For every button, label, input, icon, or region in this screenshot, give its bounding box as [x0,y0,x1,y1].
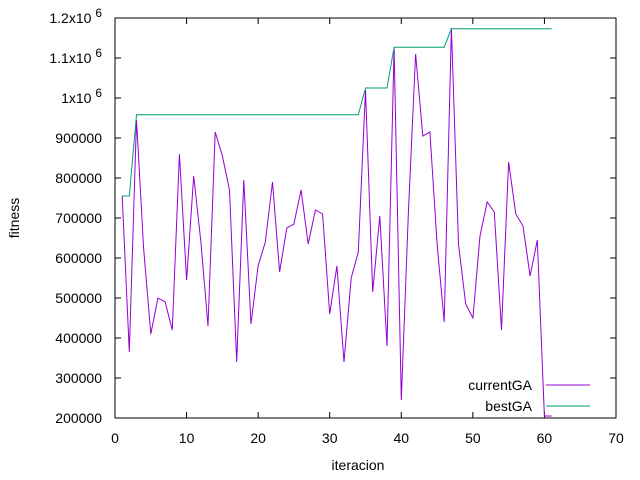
x-tick-label: 20 [250,430,266,446]
series-layer [121,27,552,417]
y-axis: 200000 300000 400000 500000 600000 700000 8000… [49,6,616,426]
y-tick-label: 1x10 6 [61,86,102,106]
y-tick-label: 1.2x10 6 [49,6,102,26]
y-tick-exponent: 6 [95,86,102,100]
y-tick-label: 700000 [55,210,102,226]
x-tick-label: 70 [608,430,624,446]
y-tick-label: 1.1x10 6 [49,46,102,66]
plot-border [114,17,617,419]
y-tick-label: 300000 [55,370,102,386]
x-tick-label: 60 [537,430,553,446]
series-line-bestGA [122,28,552,197]
y-tick-exponent: 6 [95,6,102,20]
y-tick-label: 500000 [55,290,102,306]
y-tick-label: 400000 [55,330,102,346]
y-tick-label: 900000 [55,130,102,146]
series-line-currentGA [121,27,552,417]
y-tick-label: 800000 [55,170,102,186]
y-tick-exponent: 6 [95,46,102,60]
legend: currentGA bestGA [468,377,590,414]
x-tick-label: 50 [465,430,481,446]
y-tick-label: 600000 [55,250,102,266]
legend-label-bestGA: bestGA [485,398,532,414]
x-tick-label: 40 [393,430,409,446]
x-tick-label: 10 [179,430,195,446]
legend-label-currentGA: currentGA [468,377,532,393]
x-axis-title: iteracion [332,457,385,473]
x-tick-label: 30 [322,430,338,446]
y-tick-label: 200000 [55,410,102,426]
y-axis-title: fitness [6,198,22,238]
x-tick-label: 0 [111,430,119,446]
x-axis: 0 10 20 30 40 50 60 70 [111,18,624,446]
